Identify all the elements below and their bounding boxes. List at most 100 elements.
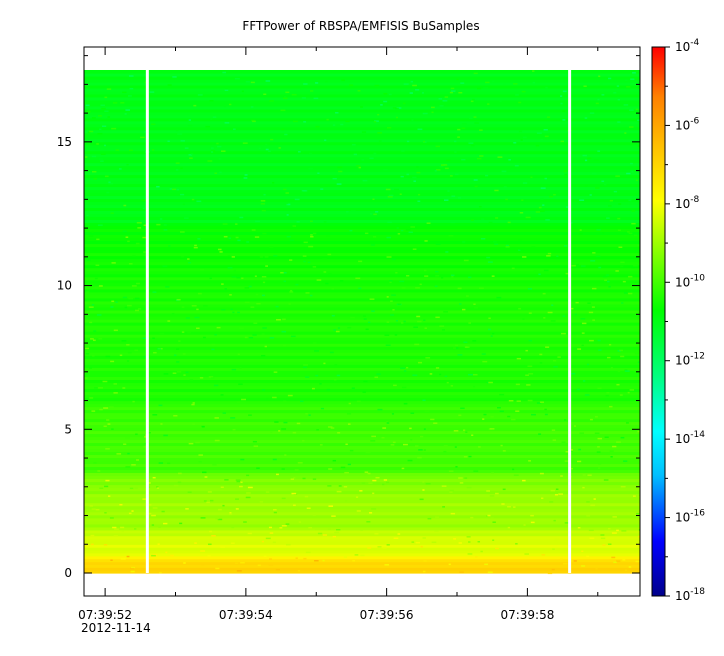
heatmap-speckle bbox=[386, 256, 392, 258]
heatmap-speckle bbox=[632, 72, 636, 74]
heatmap-speckle bbox=[93, 462, 97, 464]
heatmap-cell bbox=[84, 201, 640, 206]
heatmap-speckle bbox=[207, 160, 213, 162]
heatmap-cell bbox=[84, 558, 640, 563]
heatmap-speckle bbox=[302, 439, 305, 442]
heatmap-cell bbox=[84, 415, 640, 420]
heatmap-speckle bbox=[103, 543, 108, 546]
heatmap-cell bbox=[84, 75, 640, 80]
heatmap-speckle bbox=[377, 113, 380, 116]
heatmap-speckle bbox=[236, 276, 241, 279]
heatmap-speckle bbox=[138, 233, 142, 235]
heatmap-speckle bbox=[200, 517, 206, 519]
heatmap-speckle bbox=[473, 470, 479, 472]
heatmap-speckle bbox=[462, 429, 466, 431]
heatmap-speckle bbox=[581, 322, 587, 325]
colorbar-tick-label: 10-6 bbox=[675, 116, 700, 132]
heatmap-speckle bbox=[401, 467, 405, 470]
heatmap-speckle bbox=[390, 444, 395, 446]
heatmap-speckle bbox=[464, 477, 468, 479]
heatmap-speckle bbox=[450, 385, 454, 387]
heatmap-speckle bbox=[480, 550, 483, 553]
heatmap-speckle bbox=[183, 374, 186, 376]
heatmap-speckle bbox=[595, 187, 600, 189]
heatmap-cell bbox=[84, 391, 640, 396]
heatmap-cell bbox=[84, 312, 640, 317]
heatmap-speckle bbox=[408, 231, 413, 233]
heatmap-cell bbox=[84, 409, 640, 414]
heatmap-speckle bbox=[187, 258, 190, 260]
heatmap-speckle bbox=[454, 140, 457, 143]
heatmap-speckle bbox=[524, 553, 530, 555]
heatmap-cell bbox=[84, 93, 640, 98]
heatmap-speckle bbox=[250, 306, 255, 308]
heatmap-speckle bbox=[463, 259, 469, 262]
heatmap-cell bbox=[84, 564, 640, 568]
heatmap-cell bbox=[84, 225, 640, 229]
heatmap-speckle bbox=[587, 157, 592, 160]
heatmap-speckle bbox=[280, 271, 284, 274]
heatmap-speckle bbox=[107, 116, 111, 118]
heatmap-speckle bbox=[608, 77, 612, 80]
heatmap-speckle bbox=[392, 441, 396, 444]
heatmap-speckle bbox=[413, 180, 416, 182]
heatmap-speckle bbox=[467, 373, 473, 376]
heatmap-speckle bbox=[332, 459, 337, 462]
heatmap-cell bbox=[84, 288, 640, 293]
heatmap-cell bbox=[84, 159, 640, 164]
heatmap-speckle bbox=[263, 93, 267, 96]
heatmap-speckle bbox=[184, 217, 189, 219]
heatmap-speckle bbox=[358, 287, 362, 290]
heatmap-speckle bbox=[374, 533, 379, 535]
heatmap-speckle bbox=[396, 107, 402, 109]
heatmap-speckle bbox=[439, 165, 444, 168]
heatmap-speckle bbox=[129, 487, 134, 490]
heatmap-speckle bbox=[461, 308, 466, 311]
x-tick-label: 07:39:52 bbox=[78, 608, 132, 622]
heatmap-speckle bbox=[545, 346, 550, 348]
heatmap-speckle bbox=[481, 353, 486, 355]
heatmap-speckle bbox=[407, 459, 413, 462]
heatmap-speckle bbox=[103, 144, 106, 147]
heatmap-speckle bbox=[315, 82, 319, 84]
heatmap-speckle bbox=[283, 97, 288, 99]
heatmap-speckle bbox=[423, 319, 426, 322]
heatmap-speckle bbox=[371, 310, 375, 312]
heatmap-speckle bbox=[539, 210, 545, 212]
heatmap-cell bbox=[84, 325, 640, 329]
heatmap-cell bbox=[84, 300, 640, 305]
heatmap-speckle bbox=[172, 76, 177, 78]
heatmap-cell bbox=[84, 258, 640, 263]
heatmap-cell bbox=[84, 520, 640, 525]
heatmap-speckle bbox=[441, 277, 444, 279]
heatmap-speckle bbox=[188, 119, 192, 121]
heatmap-speckle bbox=[250, 106, 254, 108]
heatmap-cell bbox=[84, 499, 640, 504]
heatmap-speckle bbox=[540, 187, 546, 189]
heatmap-speckle bbox=[582, 474, 586, 476]
heatmap-speckle bbox=[312, 514, 316, 516]
heatmap-speckle bbox=[417, 193, 421, 196]
heatmap-speckle bbox=[157, 348, 162, 350]
heatmap-speckle bbox=[454, 151, 457, 153]
heatmap-cell bbox=[84, 517, 640, 522]
heatmap-speckle bbox=[110, 212, 114, 214]
heatmap-speckle bbox=[527, 288, 532, 290]
heatmap-speckle bbox=[252, 334, 257, 336]
heatmap-cell bbox=[84, 183, 640, 188]
heatmap-speckle bbox=[335, 330, 340, 333]
heatmap-speckle bbox=[216, 142, 219, 145]
heatmap-speckle bbox=[516, 400, 521, 402]
heatmap-speckle bbox=[582, 486, 585, 489]
heatmap-speckle bbox=[215, 517, 220, 520]
heatmap-speckle bbox=[208, 376, 214, 378]
heatmap-speckle bbox=[211, 151, 214, 153]
heatmap-speckle bbox=[473, 116, 477, 118]
heatmap-cell bbox=[84, 147, 640, 152]
heatmap-speckle bbox=[283, 188, 287, 191]
heatmap-speckle bbox=[612, 445, 617, 448]
heatmap-speckle bbox=[522, 318, 525, 320]
heatmap-speckle bbox=[365, 328, 369, 331]
heatmap-speckle bbox=[415, 89, 420, 91]
